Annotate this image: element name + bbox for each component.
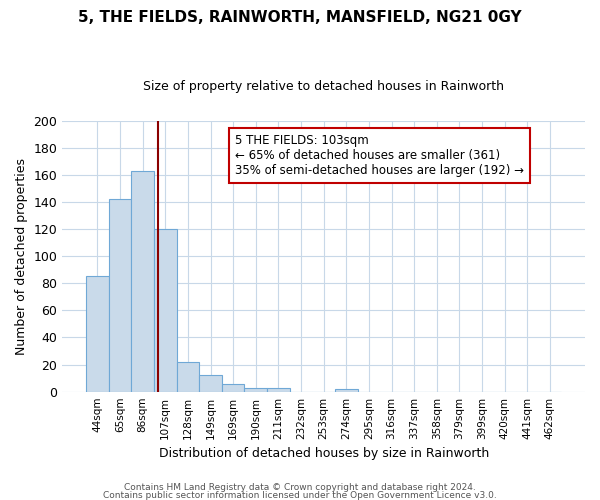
Text: Contains HM Land Registry data © Crown copyright and database right 2024.: Contains HM Land Registry data © Crown c… xyxy=(124,484,476,492)
Bar xyxy=(154,229,176,392)
Bar xyxy=(176,362,199,392)
Bar xyxy=(267,388,290,392)
Bar xyxy=(222,384,244,392)
Text: 5, THE FIELDS, RAINWORTH, MANSFIELD, NG21 0GY: 5, THE FIELDS, RAINWORTH, MANSFIELD, NG2… xyxy=(78,10,522,25)
X-axis label: Distribution of detached houses by size in Rainworth: Distribution of detached houses by size … xyxy=(158,447,489,460)
Bar xyxy=(335,389,358,392)
Y-axis label: Number of detached properties: Number of detached properties xyxy=(15,158,28,354)
Bar xyxy=(199,376,222,392)
Bar xyxy=(86,276,109,392)
Bar xyxy=(131,170,154,392)
Bar xyxy=(109,199,131,392)
Title: Size of property relative to detached houses in Rainworth: Size of property relative to detached ho… xyxy=(143,80,504,93)
Text: 5 THE FIELDS: 103sqm
← 65% of detached houses are smaller (361)
35% of semi-deta: 5 THE FIELDS: 103sqm ← 65% of detached h… xyxy=(235,134,524,177)
Bar xyxy=(244,388,267,392)
Text: Contains public sector information licensed under the Open Government Licence v3: Contains public sector information licen… xyxy=(103,490,497,500)
